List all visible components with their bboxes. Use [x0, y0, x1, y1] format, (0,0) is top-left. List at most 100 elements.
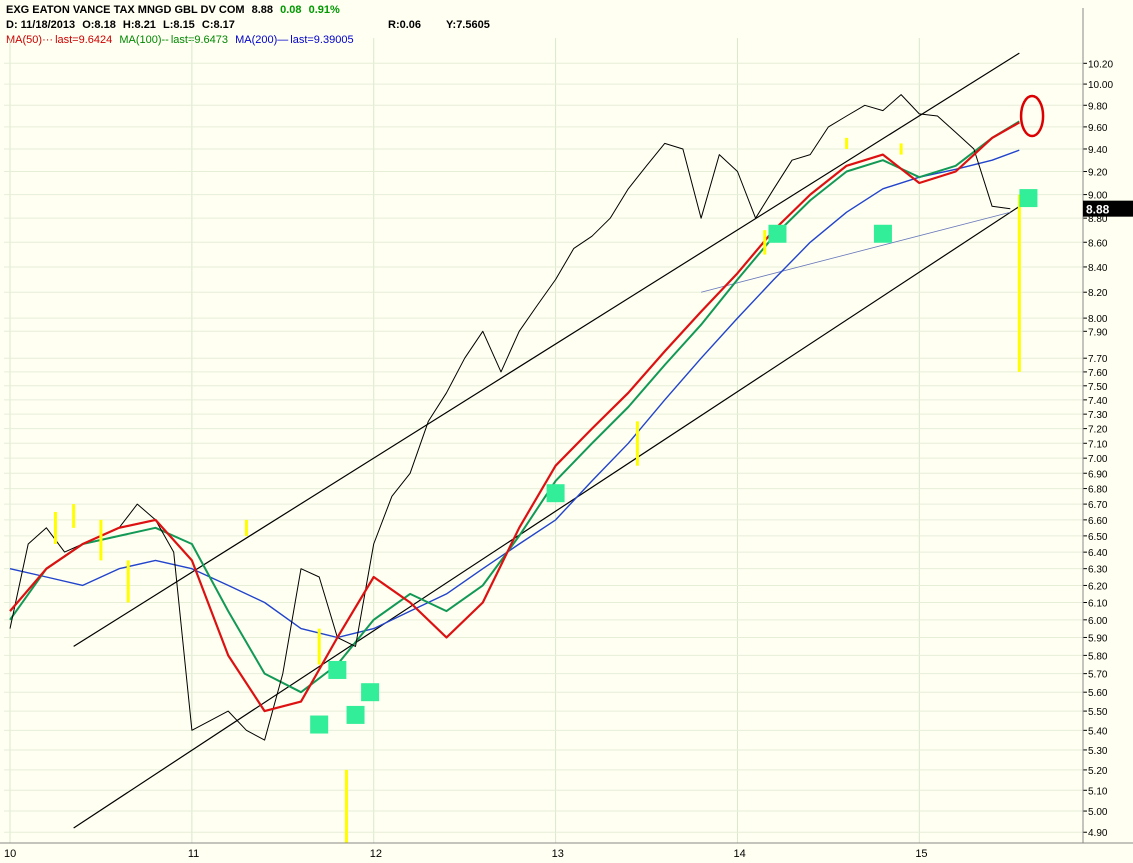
last-price: 8.88 [251, 4, 274, 16]
y-tick-label: 5.50 [1088, 707, 1108, 718]
y-tick-label: 5.30 [1088, 746, 1108, 757]
series-lines [9, 94, 1020, 741]
series-line [9, 121, 1020, 713]
ohlc-line: D: 11/18/2013 O:8.18 H:8.21 L:8.15 C:8.1… [6, 19, 239, 31]
series-line [9, 120, 1020, 694]
close-value: 8.17 [213, 19, 235, 31]
channel-line [700, 211, 1011, 293]
grid [4, 38, 1083, 843]
series-line [9, 149, 1020, 639]
y-tick-label: 5.00 [1088, 807, 1108, 818]
date-label: D: 11/18/2013 [6, 19, 76, 31]
axes: 10 11 12 13 14 15 10.20 10.00 9.80 9.60 9.40 9.20 9.… [0, 8, 1133, 860]
y-tick-label: 7.20 [1088, 425, 1108, 436]
r-label: R: [388, 19, 400, 31]
y-tick-label: 7.60 [1088, 368, 1108, 379]
y-tick-label: 5.40 [1088, 726, 1108, 737]
y-tick-label: 5.10 [1088, 786, 1108, 797]
signal-marker [768, 224, 787, 243]
y-tick-label: 8.40 [1088, 263, 1108, 274]
open-label: O: [82, 19, 95, 31]
y-tick-label: 7.00 [1088, 454, 1108, 465]
low-label: L: [163, 19, 174, 31]
y-tick-label: 7.40 [1088, 396, 1108, 407]
y-tick-label: 10.20 [1088, 59, 1113, 70]
y-readout: Y:7.5605 [446, 19, 494, 31]
y-tick-label: 5.60 [1088, 688, 1108, 699]
signal-marker [310, 715, 329, 734]
price-box-label: 8.88 [1086, 203, 1110, 217]
y-tick-label: 9.20 [1088, 168, 1108, 179]
r-readout: R:0.06 [388, 19, 425, 31]
trend-channels [73, 52, 1029, 829]
price-change: 0.08 [280, 4, 302, 16]
y-tick-label: 8.60 [1088, 238, 1108, 249]
channel-line [73, 199, 1029, 829]
y-tick-label: 8.80 [1088, 214, 1108, 225]
y-tick-label: 6.40 [1088, 548, 1108, 559]
y-tick-label: 6.60 [1088, 516, 1108, 527]
open-value: 8.18 [94, 19, 116, 31]
signal-marker [346, 705, 365, 724]
symbol-name: EXG EATON VANCE TAX MNGD GBL DV COM [6, 4, 245, 16]
y-tick-label: 8.00 [1088, 314, 1108, 325]
low-value: 8.15 [173, 19, 195, 31]
high-label: H: [122, 19, 135, 31]
signal-marker [361, 683, 380, 702]
y-tick-label: 7.10 [1088, 439, 1108, 450]
y-tick-label: 5.70 [1088, 670, 1108, 681]
x-tick-label: 15 [915, 848, 927, 860]
y-tick-label: 9.60 [1088, 123, 1108, 134]
y-value: 7.5605 [456, 19, 490, 31]
y-tick-label: 6.70 [1088, 500, 1108, 511]
y-tick-label: 7.70 [1088, 354, 1108, 365]
ma200-label: MA(200) [235, 34, 278, 46]
y-label: Y: [446, 19, 457, 31]
markers [310, 94, 1045, 734]
y-tick-label: 8.20 [1088, 288, 1108, 299]
y-tick-label: 9.00 [1088, 191, 1108, 202]
y-tick-label: 6.10 [1088, 598, 1108, 609]
y-tick-label: 4.90 [1088, 828, 1108, 839]
highlight-bars [53, 137, 1021, 843]
y-tick-label: 9.40 [1088, 145, 1108, 156]
y-tick-label: 5.20 [1088, 766, 1108, 777]
y-tick-label: 10.00 [1088, 80, 1113, 91]
channel-line [73, 52, 1020, 647]
ma50-last: last=9.6424 [55, 34, 113, 46]
chart-header: EXG EATON VANCE TAX MNGD GBL DV COM 8.88… [6, 4, 344, 16]
ma50-label: MA(50) [6, 34, 43, 46]
x-tick-label: 14 [733, 848, 745, 860]
x-tick-label: 13 [552, 848, 564, 860]
y-tick-label: 6.80 [1088, 485, 1108, 496]
y-tick-label: 6.30 [1088, 565, 1108, 576]
signal-marker [546, 484, 565, 503]
ma100-label: MA(100) [119, 34, 162, 46]
ma100-last: last=9.6473 [170, 34, 229, 46]
y-tick-label: 6.90 [1088, 469, 1108, 480]
high-value: 8.21 [134, 19, 156, 31]
y-tick-label: 7.30 [1088, 410, 1108, 421]
price-change-pct: 0.91% [308, 4, 340, 16]
highlight-circle [1019, 94, 1045, 138]
ma-legend: MA(50)··· last=9.6424 MA(100)-- last=9.647… [6, 34, 354, 46]
y-tick-label: 6.50 [1088, 532, 1108, 543]
signal-marker [873, 224, 892, 243]
y-tick-label: 7.90 [1088, 327, 1108, 338]
y-tick-label: 5.80 [1088, 651, 1108, 662]
y-tick-label: 6.20 [1088, 581, 1108, 592]
x-tick-label: 12 [370, 848, 382, 860]
price-box [1083, 200, 1133, 217]
y-tick-label: 7.50 [1088, 382, 1108, 393]
close-label: C: [201, 19, 214, 31]
y-tick-label: 9.80 [1088, 101, 1108, 112]
ma200-last: last=9.39005 [290, 34, 354, 46]
x-tick-label: 11 [188, 848, 199, 860]
y-tick-label: 6.00 [1088, 616, 1108, 627]
x-tick-label: 10 [4, 848, 16, 860]
signal-marker [1019, 189, 1038, 208]
r-value: 0.06 [399, 19, 422, 31]
signal-marker [328, 660, 347, 679]
